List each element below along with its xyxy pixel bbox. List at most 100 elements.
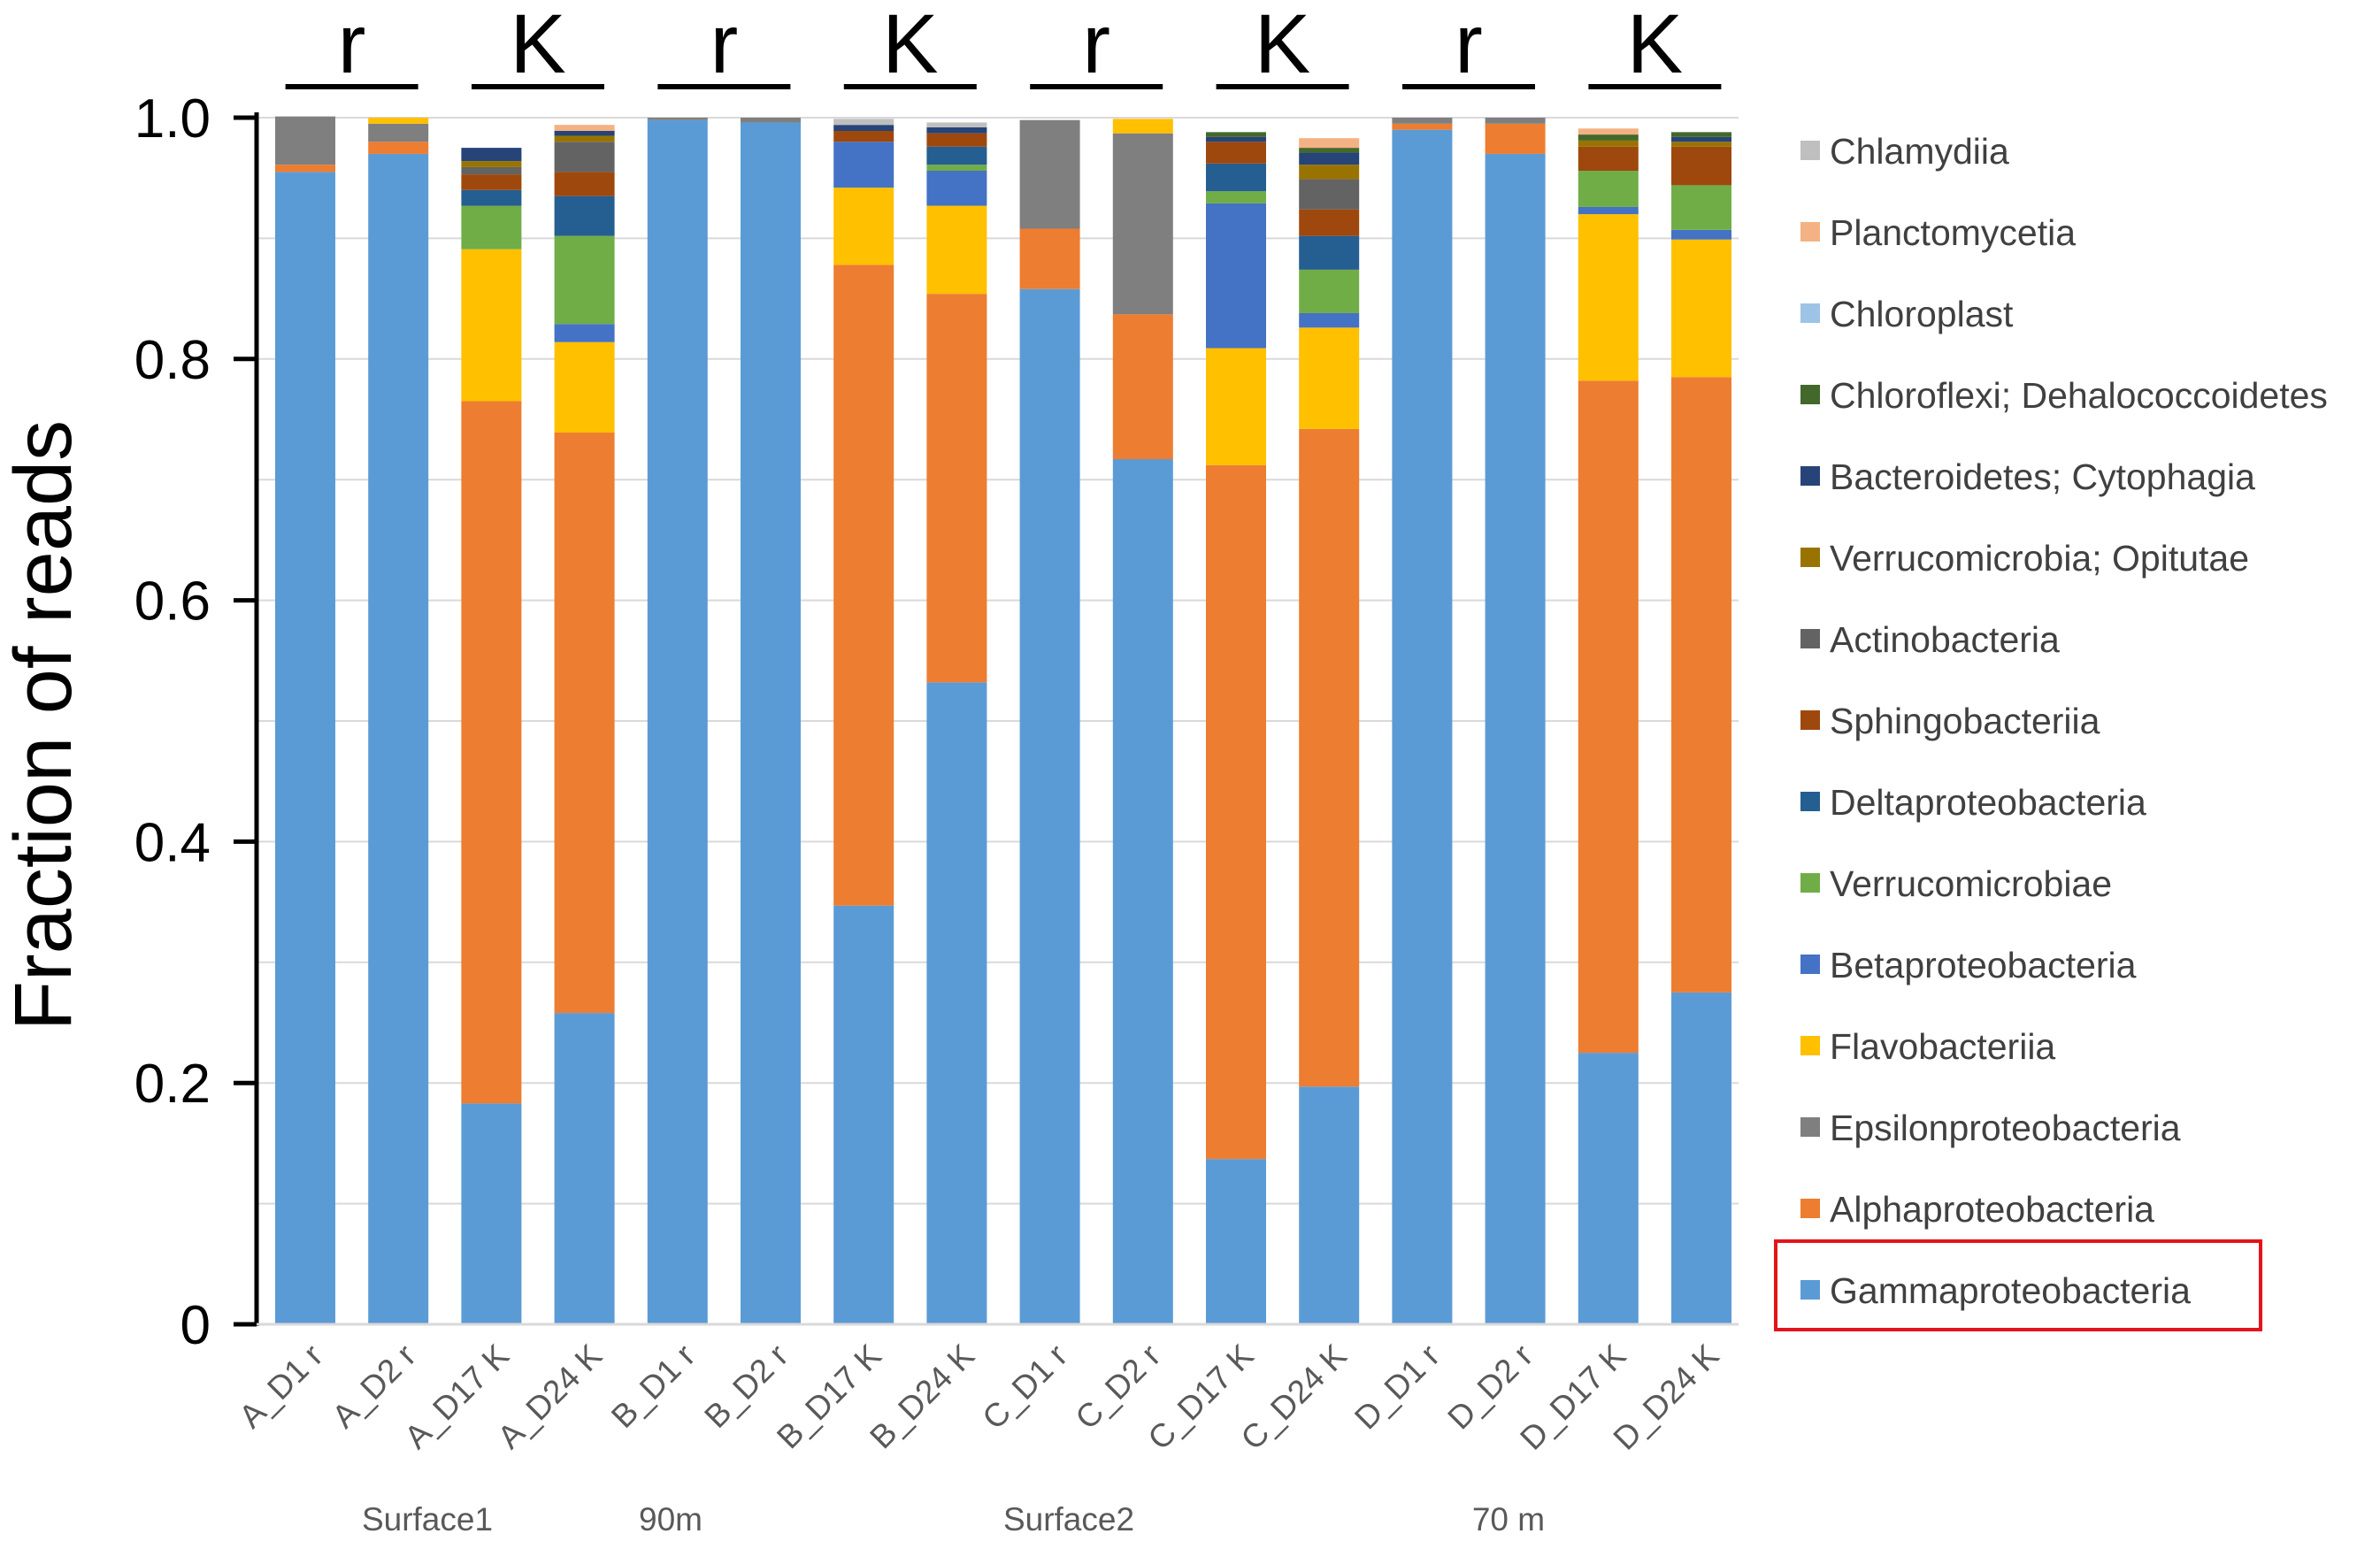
bar-segment <box>1671 136 1731 142</box>
bar-segment <box>1299 165 1360 180</box>
bar-segment <box>554 172 615 196</box>
legend-label: Chloroplast <box>1830 294 2014 334</box>
bar-segment <box>1671 142 1731 147</box>
legend: Chlamydiia Planctomycetia Chloroplast Chlor… <box>1774 131 2328 1331</box>
bar-segment <box>1671 185 1731 230</box>
legend-swatch <box>1800 303 1820 323</box>
bar-segment <box>1578 214 1639 381</box>
bars <box>275 116 1731 1324</box>
bar-segment <box>1485 153 1546 1324</box>
bar-segment <box>833 125 894 132</box>
bar-segment <box>368 142 429 154</box>
bar-segment <box>1485 118 1546 124</box>
bar-segment <box>1578 1053 1639 1324</box>
bar-segment <box>926 122 987 127</box>
bar-segment <box>275 116 335 165</box>
bar-segment <box>1299 428 1360 1087</box>
strategy-label: r <box>1455 0 1483 91</box>
bar-segment <box>1485 123 1546 154</box>
legend-swatch <box>1800 1199 1820 1218</box>
x-tick-label: C_D1 r <box>975 1338 1074 1437</box>
y-tick-label: 0.8 <box>134 330 211 391</box>
bar-segment <box>1206 136 1266 142</box>
bar-segment <box>1671 377 1731 993</box>
bar-segment <box>1206 464 1266 1160</box>
bar-segment <box>1019 228 1080 289</box>
bar-segment <box>833 265 894 906</box>
strategy-label: r <box>1082 0 1110 91</box>
bar-segment <box>368 118 429 124</box>
bar-segment <box>1578 146 1639 172</box>
bar-segment <box>1671 229 1731 240</box>
bar-segment <box>1299 269 1360 313</box>
y-tick-label: 0.4 <box>134 812 211 873</box>
y-axis: 0 0.2 0.4 0.6 0.8 1.0 <box>134 88 1739 1356</box>
bar-segment <box>1299 235 1360 270</box>
bar-segment <box>461 174 522 190</box>
bar-segment <box>926 127 987 134</box>
bar-segment <box>926 171 987 206</box>
bar-segment <box>1671 239 1731 378</box>
bar-segment <box>554 433 615 1014</box>
y-axis-title: Fraction of reads <box>0 420 88 1031</box>
bar-segment <box>1206 203 1266 349</box>
y-tick-label: 1.0 <box>134 88 211 150</box>
x-tick-label: B_D1 r <box>604 1338 702 1435</box>
bar-segment <box>1019 119 1080 229</box>
x-tick-label: B_D24 K <box>863 1337 981 1455</box>
bar-segment <box>833 188 894 265</box>
bar-segment <box>1019 288 1080 1324</box>
bar-segment <box>554 324 615 342</box>
bar-segment <box>554 1013 615 1324</box>
legend-label: Deltaproteobacteria <box>1830 782 2146 823</box>
legend-swatch <box>1800 1036 1820 1055</box>
bar-segment <box>1206 132 1266 137</box>
bar-segment <box>1299 1086 1360 1324</box>
bar-segment <box>461 401 522 1104</box>
bar-segment <box>1578 140 1639 147</box>
legend-label: Verrucomicrobia; Opitutae <box>1830 538 2249 579</box>
strategy-label: K <box>882 0 938 91</box>
bar-segment <box>461 161 522 167</box>
group-label: 70 m <box>1472 1501 1545 1537</box>
legend-label: Planctomycetia <box>1830 212 2076 253</box>
bar-segment <box>1299 148 1360 153</box>
bar-segment <box>461 1103 522 1324</box>
bar-segment <box>368 153 429 1324</box>
legend-swatch <box>1800 1117 1820 1137</box>
bar-segment <box>1671 992 1731 1324</box>
x-axis-labels: A_D1 rA_D2 rA_D17 KA_D24 KB_D1 rB_D2 rB_… <box>232 1337 1726 1456</box>
legend-label: Alphaproteobacteria <box>1830 1189 2154 1230</box>
strategy-label: K <box>1627 0 1683 91</box>
strategy-label: K <box>1255 0 1310 91</box>
bar-segment <box>554 135 615 142</box>
bar-segment <box>554 142 615 173</box>
x-tick-label: A_D1 r <box>232 1338 329 1435</box>
bar-segment <box>1578 134 1639 141</box>
group-label: Surface1 <box>362 1501 493 1537</box>
bar-segment <box>926 146 987 165</box>
legend-swatch <box>1800 222 1820 242</box>
bar-segment <box>1671 146 1731 186</box>
bar-segment <box>1299 312 1360 328</box>
bar-segment <box>1299 179 1360 210</box>
bar-segment <box>741 122 801 1324</box>
bar-segment <box>1299 152 1360 165</box>
bar-segment <box>461 166 522 175</box>
bar-segment <box>554 125 615 132</box>
legend-swatch <box>1800 710 1820 730</box>
group-label: 90m <box>639 1501 702 1537</box>
legend-label: Epsilonproteobacteria <box>1830 1108 2181 1148</box>
legend-swatch <box>1800 873 1820 893</box>
bar-segment <box>461 148 522 162</box>
x-tick-label: A_D24 K <box>491 1337 610 1455</box>
bar-segment <box>647 119 708 1324</box>
bar-segment <box>833 131 894 142</box>
bar-segment <box>926 294 987 683</box>
bar-segment <box>554 196 615 236</box>
bar-segment <box>1112 133 1173 315</box>
strategy-label: r <box>710 0 739 91</box>
bar-segment <box>1392 129 1453 1324</box>
